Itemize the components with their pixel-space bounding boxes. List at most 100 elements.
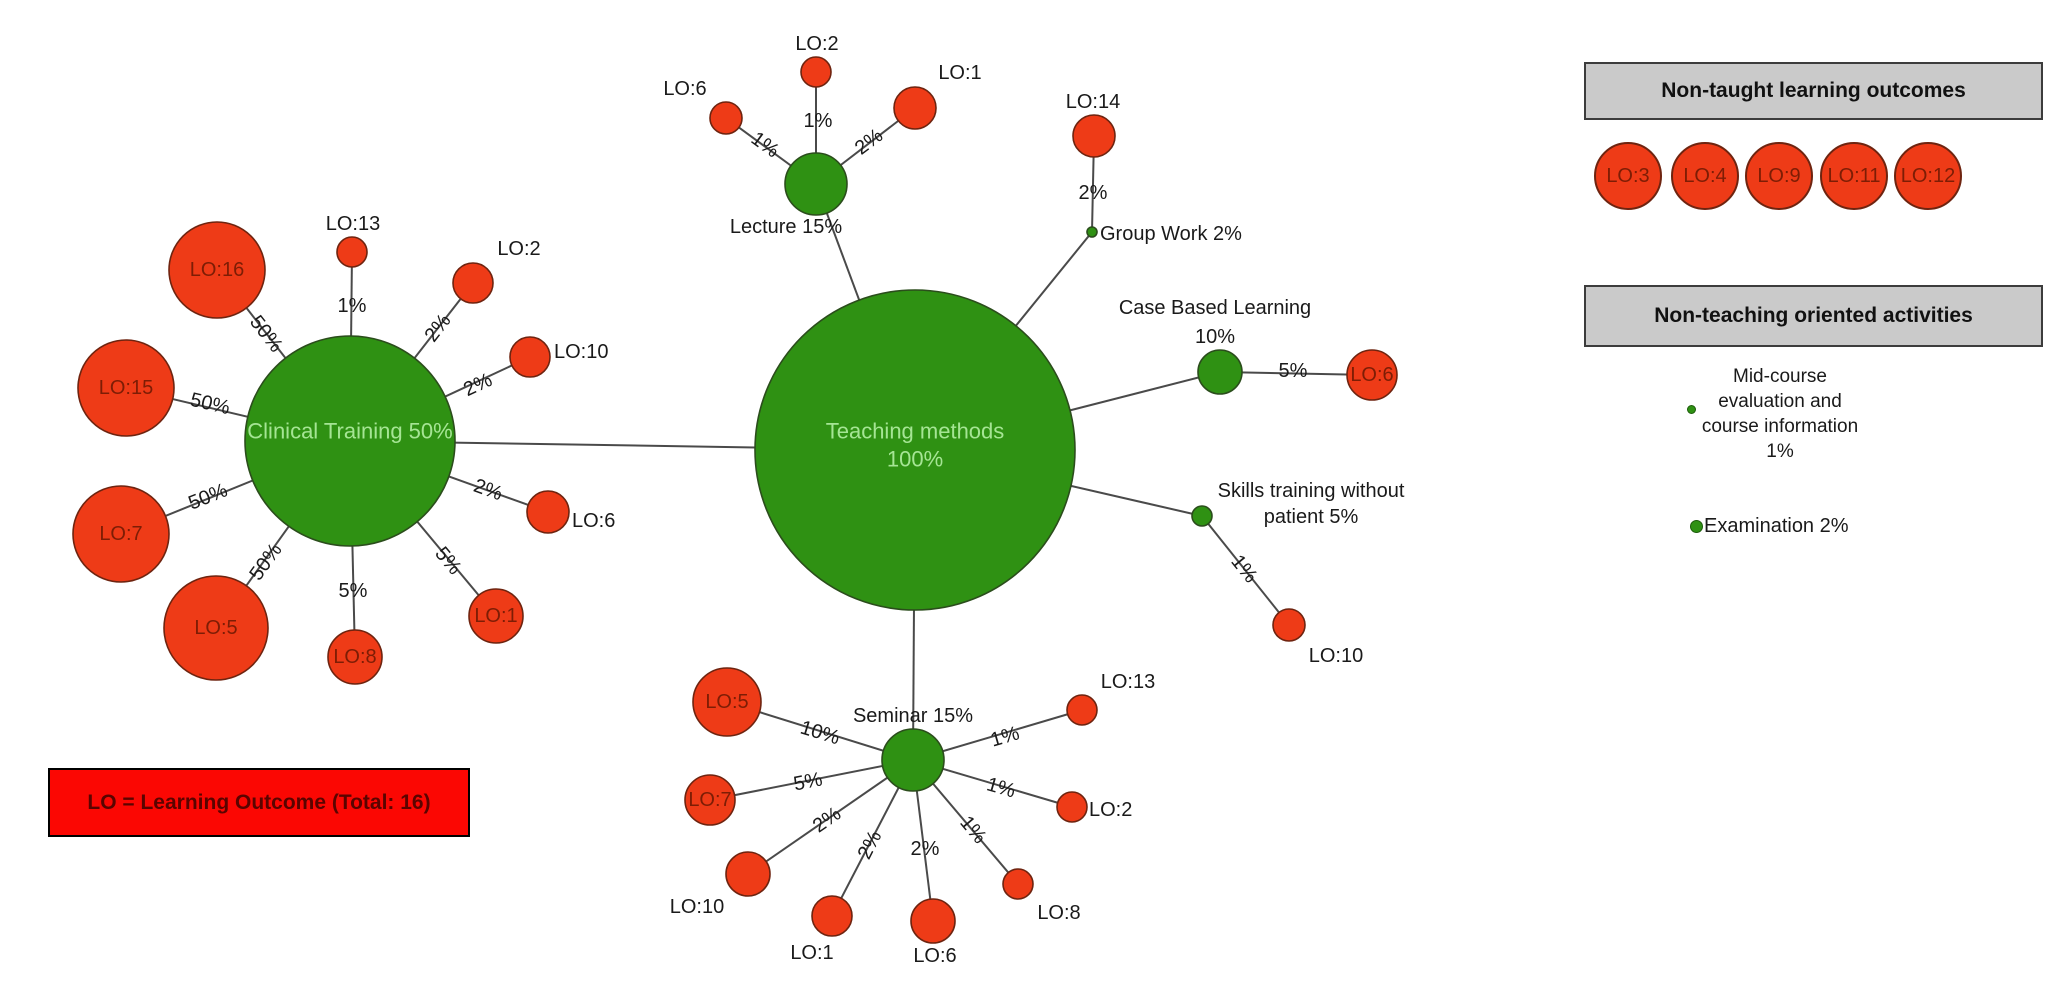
legend-lo-label: LO:9 bbox=[1757, 164, 1801, 187]
edge-label-seminar-se_lo5: 10% bbox=[798, 717, 843, 750]
legend-lo-label: LO:4 bbox=[1683, 164, 1727, 187]
legend-lo-label: LO:12 bbox=[1900, 164, 1956, 187]
legend-lo-label: LO:3 bbox=[1606, 164, 1650, 187]
midcourse-line: 1% bbox=[1766, 441, 1794, 462]
legend-lo-circle: LO:11 bbox=[1820, 142, 1888, 210]
node-label-skills_dot: patient 5% bbox=[1264, 506, 1359, 528]
node-circle-c_lo6 bbox=[526, 490, 570, 534]
node-circle-lo14 bbox=[1072, 114, 1116, 158]
node-label-c_lo8: LO:8 bbox=[333, 646, 376, 668]
node-circle-s_lo10 bbox=[1272, 608, 1306, 642]
edge-label-clinical-c_lo13: 1% bbox=[338, 295, 367, 317]
node-circle-se_lo8 bbox=[1002, 868, 1034, 900]
node-circle-c_lo7 bbox=[72, 485, 170, 583]
edge-label-gw_dot-lo14: 2% bbox=[1079, 182, 1108, 204]
legend-non-taught-title: Non-taught learning outcomes bbox=[1661, 79, 1966, 102]
node-circle-cb_lo6 bbox=[1346, 349, 1398, 401]
node-label-c_lo16: LO:16 bbox=[190, 259, 244, 281]
node-circle-seminar bbox=[881, 728, 945, 792]
edge-label-clinical-c_lo2: 2% bbox=[420, 310, 455, 346]
node-label-clinical: Clinical Training 50% bbox=[247, 419, 452, 444]
edge-label-clinical-c_lo15: 50% bbox=[188, 389, 232, 419]
node-label-teaching: Teaching methods bbox=[826, 419, 1005, 444]
node-circle-c_lo5 bbox=[163, 575, 269, 681]
legend-lo-circle: LO:3 bbox=[1594, 142, 1662, 210]
node-label-c_lo10: LO:10 bbox=[554, 341, 608, 363]
node-circle-se_lo10 bbox=[725, 851, 771, 897]
node-circle-se_lo2 bbox=[1056, 791, 1088, 823]
node-label-lecture: Lecture 15% bbox=[730, 216, 843, 238]
node-label-se_lo7: LO:7 bbox=[688, 789, 731, 811]
node-label-skills_dot: Skills training without bbox=[1218, 480, 1405, 502]
node-label-gw_dot: Group Work 2% bbox=[1100, 223, 1242, 245]
legend-lo-circle: LO:4 bbox=[1671, 142, 1739, 210]
node-circle-se_lo6 bbox=[910, 898, 956, 944]
legend-non-teaching-title: Non-teaching oriented activities bbox=[1654, 304, 1973, 327]
lo-key-box: LO = Learning Outcome (Total: 16) bbox=[48, 768, 470, 837]
node-label-l_lo1: LO:1 bbox=[938, 62, 981, 84]
node-label-se_lo8: LO:8 bbox=[1037, 902, 1080, 924]
node-label-se_lo10: LO:10 bbox=[670, 896, 724, 918]
node-label-c_lo13: LO:13 bbox=[326, 213, 380, 235]
edge-label-cbl-cb_lo6: 5% bbox=[1279, 360, 1308, 382]
edge-line bbox=[747, 759, 914, 875]
node-label-l_lo2: LO:2 bbox=[795, 33, 838, 55]
node-circle-se_lo13 bbox=[1066, 694, 1098, 726]
node-circle-c_lo13 bbox=[336, 236, 368, 268]
legend-non-teaching-header: Non-teaching oriented activities bbox=[1584, 285, 2043, 347]
node-circle-c_lo2 bbox=[452, 262, 494, 304]
node-label-se_lo1: LO:1 bbox=[790, 942, 833, 964]
node-label-seminar: Seminar 15% bbox=[853, 705, 973, 727]
node-circle-se_lo1 bbox=[811, 895, 853, 937]
node-label-se_lo13: LO:13 bbox=[1101, 671, 1155, 693]
midcourse-line: Mid-course bbox=[1733, 366, 1827, 387]
midcourse-line: course information bbox=[1701, 416, 1859, 437]
midcourse-dot-icon bbox=[1687, 405, 1696, 414]
edge-label-seminar-se_lo7: 5% bbox=[792, 768, 825, 795]
node-circle-se_lo5 bbox=[692, 667, 762, 737]
node-circle-clinical bbox=[244, 335, 456, 547]
node-label-c_lo6: LO:6 bbox=[572, 510, 615, 532]
node-circle-l_lo2 bbox=[800, 56, 832, 88]
node-label-c_lo15: LO:15 bbox=[99, 377, 153, 399]
node-circle-c_lo10 bbox=[509, 336, 551, 378]
node-circle-c_lo1 bbox=[468, 588, 524, 644]
legend-non-taught-header: Non-taught learning outcomes bbox=[1584, 62, 2043, 120]
node-label-c_lo7: LO:7 bbox=[99, 523, 142, 545]
legend-midcourse-text: Mid-course evaluation and course informa… bbox=[1655, 364, 1905, 464]
node-label-c_lo5: LO:5 bbox=[194, 617, 237, 639]
node-label-lo14: LO:14 bbox=[1066, 91, 1120, 113]
node-circle-l_lo1 bbox=[893, 86, 937, 130]
lo-key-label: LO = Learning Outcome (Total: 16) bbox=[87, 790, 431, 814]
edge-label-seminar-se_lo10: 2% bbox=[809, 803, 845, 838]
edge-label-lecture-l_lo6: 1% bbox=[747, 128, 783, 163]
node-label-c_lo1: LO:1 bbox=[474, 605, 517, 627]
node-circle-c_lo15 bbox=[77, 339, 175, 437]
node-label-se_lo6: LO:6 bbox=[913, 945, 956, 967]
node-label-cbl: Case Based Learning bbox=[1119, 297, 1311, 319]
midcourse-line: evaluation and bbox=[1718, 391, 1842, 412]
node-circle-l_lo6 bbox=[709, 101, 743, 135]
edge-label-skills_dot-s_lo10: 1% bbox=[1226, 551, 1261, 587]
legend-lo-circle: LO:9 bbox=[1745, 142, 1813, 210]
node-circle-lecture bbox=[784, 152, 848, 216]
node-circle-teaching bbox=[754, 289, 1076, 611]
node-label-l_lo6: LO:6 bbox=[663, 78, 706, 100]
edge-label-seminar-se_lo1: 2% bbox=[854, 827, 887, 863]
node-label-cb_lo6: LO:6 bbox=[1350, 364, 1393, 386]
node-circle-c_lo8 bbox=[327, 629, 383, 685]
examination-label: Examination 2% bbox=[1704, 515, 1849, 537]
node-circle-gw_dot bbox=[1086, 226, 1098, 238]
edge-label-lecture-l_lo2: 1% bbox=[804, 110, 833, 132]
node-label-se_lo2: LO:2 bbox=[1089, 799, 1132, 821]
legend-lo-circle: LO:12 bbox=[1894, 142, 1962, 210]
edge-label-clinical-c_lo10: 2% bbox=[460, 369, 496, 401]
edge-label-seminar-se_lo2: 1% bbox=[984, 773, 1018, 802]
edge-line bbox=[709, 759, 914, 801]
examination-dot-icon bbox=[1690, 520, 1703, 533]
node-label-cbl: 10% bbox=[1195, 326, 1235, 348]
edge-label-seminar-se_lo13: 1% bbox=[988, 722, 1022, 751]
edge-label-clinical-c_lo16: 50% bbox=[245, 311, 287, 356]
